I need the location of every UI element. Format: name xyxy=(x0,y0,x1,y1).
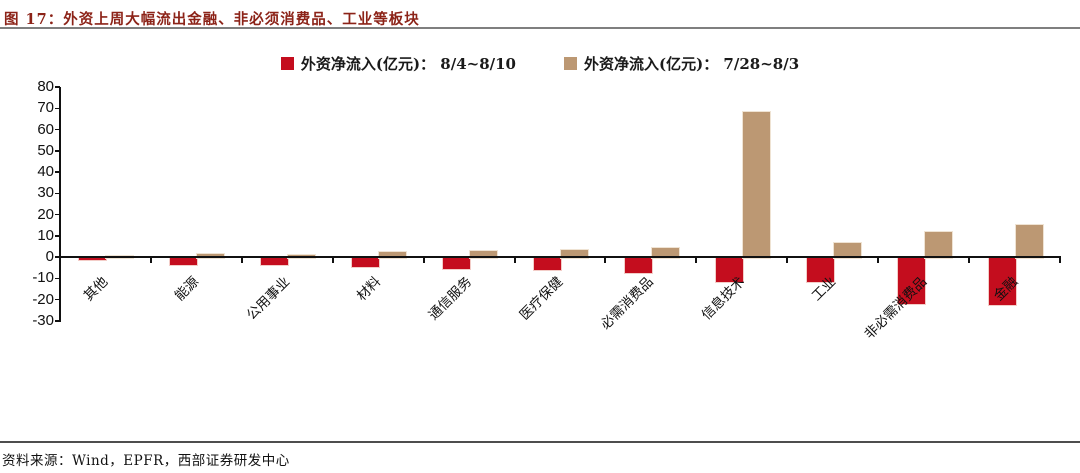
bar-prior-非必需消费品 xyxy=(923,230,953,260)
y-axis-tick xyxy=(55,171,60,173)
legend-label-prior-week: 外资净流入(亿元)： 7/28~8/3 xyxy=(584,55,800,73)
bar-current-必需消费品 xyxy=(623,257,653,275)
footer-divider xyxy=(0,441,1080,443)
bar-prior-信息技术 xyxy=(741,111,771,260)
x-axis-tick xyxy=(331,258,334,264)
y-axis-tick-label: 30 xyxy=(37,184,54,202)
legend-swatch-tan xyxy=(564,57,577,70)
x-axis-tick xyxy=(149,258,152,264)
y-axis-tick xyxy=(55,298,60,301)
bar-current-材料 xyxy=(351,257,381,268)
y-axis-tick xyxy=(55,192,60,195)
y-axis-tick-label: 40 xyxy=(37,163,54,181)
x-axis-label-材料: 材料 xyxy=(353,274,385,305)
y-axis-tick xyxy=(55,128,60,131)
x-axis-tick xyxy=(240,258,243,264)
bar-prior-金融 xyxy=(1014,224,1044,260)
bar-prior-工业 xyxy=(832,242,862,260)
bar-current-医疗保健 xyxy=(533,257,562,271)
bar-prior-医疗保健 xyxy=(560,248,589,260)
bar-prior-通信服务 xyxy=(469,250,499,260)
title-divider xyxy=(0,27,1080,29)
y-axis-tick-label: -20 xyxy=(32,290,54,308)
bar-prior-材料 xyxy=(378,250,408,260)
y-axis-tick xyxy=(55,150,60,152)
y-axis-tick-label: -10 xyxy=(32,269,54,287)
y-axis-tick xyxy=(55,256,60,258)
x-axis-tick xyxy=(968,258,971,264)
legend-label-current-week: 外资净流入(亿元)： 8/4~8/10 xyxy=(300,55,516,73)
y-axis-tick xyxy=(55,320,60,322)
y-axis-tick-label: 80 xyxy=(37,78,54,95)
x-axis-tick xyxy=(422,258,425,264)
x-axis-label-能源: 能源 xyxy=(172,274,203,305)
bar-current-金融 xyxy=(987,257,1017,306)
x-axis-label-必需消费品: 必需消费品 xyxy=(598,274,658,334)
legend-item-prior-week: 外资净流入(亿元)： 7/28~8/3 xyxy=(564,53,799,74)
x-axis-label-通信服务: 通信服务 xyxy=(425,274,476,324)
source-note: 资料来源：Wind，EPFR，西部证券研发中心 xyxy=(2,453,290,469)
y-axis-tick-label: -30 xyxy=(32,312,54,329)
x-axis-zero-line xyxy=(59,256,1061,259)
y-axis-tick xyxy=(55,213,60,216)
chart-legend: 外资净流入(亿元)： 8/4~8/10 外资净流入(亿元)： 7/28~8/3 xyxy=(0,53,1080,74)
bar-current-通信服务 xyxy=(442,257,472,270)
y-axis-tick-label: 60 xyxy=(37,120,54,138)
y-axis-tick xyxy=(55,277,60,280)
x-axis-label-非必需消费品: 非必需消费品 xyxy=(861,274,930,343)
y-axis-tick-label: 10 xyxy=(37,226,54,244)
bar-current-公用事业 xyxy=(260,257,290,266)
x-axis-tick xyxy=(877,258,880,264)
y-axis-tick-label: 70 xyxy=(37,99,54,117)
y-axis-tick xyxy=(55,107,60,110)
y-axis-tick-label: 0 xyxy=(45,248,54,266)
x-axis-tick xyxy=(695,258,698,264)
bar-current-工业 xyxy=(805,257,835,283)
y-axis-line xyxy=(59,87,61,322)
x-axis-label-公用事业: 公用事业 xyxy=(243,274,294,324)
y-axis-tick-label: 20 xyxy=(37,205,54,223)
y-axis-tick xyxy=(55,86,60,88)
legend-item-current-week: 外资净流入(亿元)： 8/4~8/10 xyxy=(280,53,516,74)
y-axis-tick-label: 50 xyxy=(37,141,54,159)
bar-current-能源 xyxy=(169,257,199,266)
x-axis-tick xyxy=(786,258,789,264)
legend-swatch-red xyxy=(280,57,294,70)
figure-title: 图 17：外资上周大幅流出金融、非必须消费品、工业等板块 xyxy=(4,11,420,28)
x-axis-tick xyxy=(604,258,607,264)
x-axis-label-其他: 其他 xyxy=(81,274,112,305)
x-axis-tick xyxy=(1059,258,1061,264)
y-axis-tick xyxy=(55,235,60,237)
bar-prior-必需消费品 xyxy=(650,246,680,260)
x-axis-tick xyxy=(513,258,516,264)
bar-current-非必需消费品 xyxy=(896,257,926,305)
x-axis-label-医疗保健: 医疗保健 xyxy=(516,274,567,324)
